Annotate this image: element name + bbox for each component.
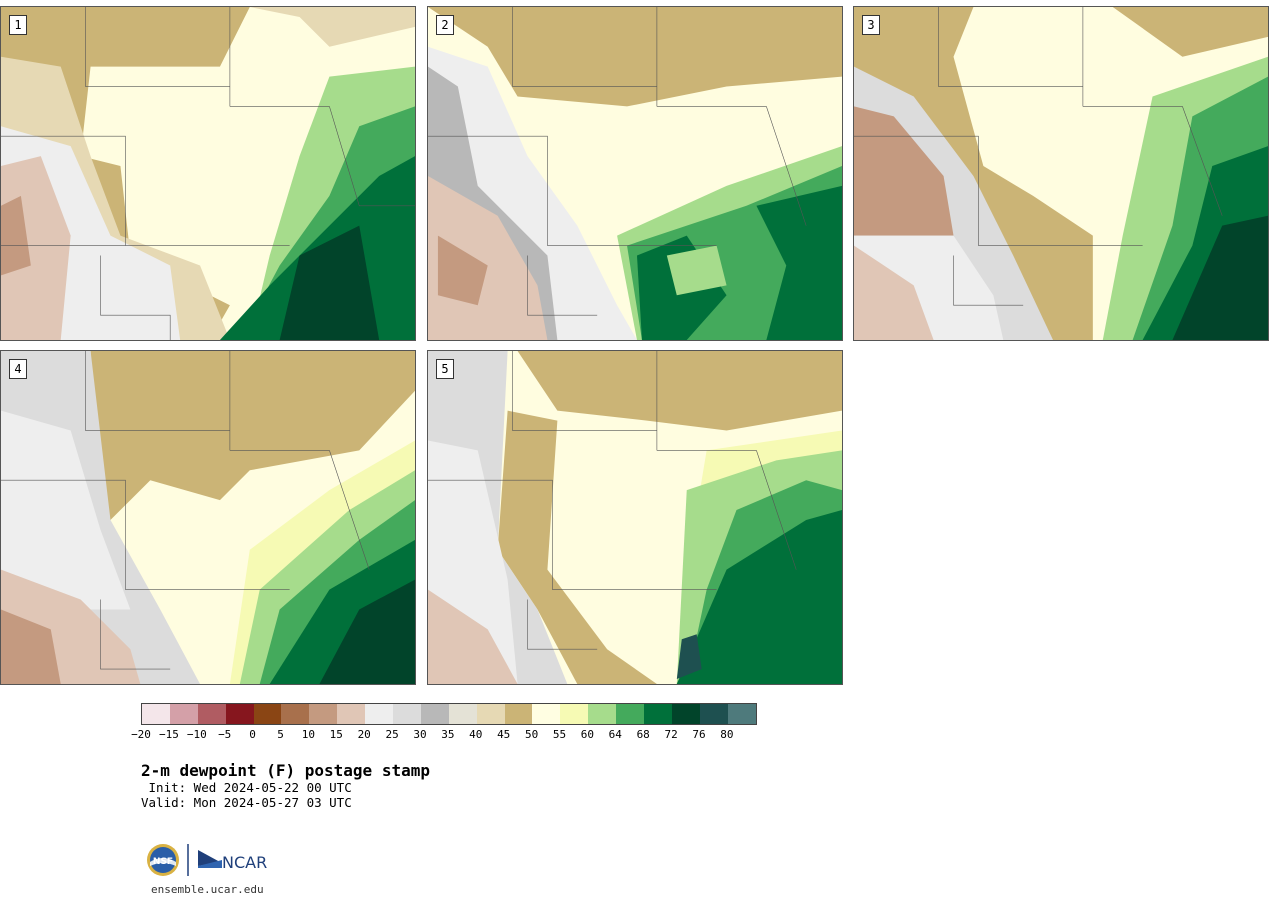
colorbar-swatch [281,704,310,724]
very-humid-region [676,510,842,684]
ncar-logo-text: NCAR [222,853,267,872]
very-humid-region [279,225,380,340]
very-humid-region [756,185,842,340]
colorbar-tick-label: −5 [218,728,232,741]
valid-time: Valid: Mon 2024-05-27 03 UTC [141,795,352,810]
colorbar-swatch [420,704,449,724]
colorbar-tick-label: 35 [441,728,455,741]
colorbar-swatch [476,704,505,724]
state-borders [1,351,370,670]
arid-region [1,195,31,276]
very-humid-region [1172,215,1268,340]
arid-region [854,106,954,236]
colorbar-tick-label: 5 [277,728,284,741]
colorbar-swatch [365,704,394,724]
colorbar-swatch [169,704,198,724]
colorbar-tick-labels: −20 −15 −10 −5 0 5 10 15 20 25 30 35 40 45 50 55 60 64 68 7… [131,728,761,742]
dry-region [428,7,842,107]
colorbar-tick-label: 40 [469,728,483,741]
colorbar-tick-label: 10 [301,728,316,741]
state-borders [1,7,415,340]
colorbar-tick-label: 60 [580,728,595,741]
colorbar [141,703,757,725]
colorbar-tick-label: 80 [720,728,734,741]
colorbar-tick-label: −15 [158,728,179,741]
colorbar-swatch [727,704,756,724]
panel-number-label: 2 [436,15,454,35]
very-humid-region [676,634,702,680]
panel-number-label: 4 [9,359,27,379]
colorbar-tick-label: 30 [413,728,427,741]
arid-region [437,235,488,306]
colorbar-tick-label: 55 [552,728,567,741]
colorbar-swatch [448,704,477,724]
nsf-logo-text: NSF [153,857,173,867]
dry-region [1,410,131,610]
arid-region [854,245,934,340]
colorbar-tick-label: 0 [249,728,256,741]
map-panel-3: 3 [853,6,1269,341]
colorbar-swatch [197,704,226,724]
state-borders [428,351,797,650]
map-panel-4: 4 [0,350,416,685]
colorbar-tick-label: 50 [524,728,539,741]
state-borders [428,7,807,316]
colorbar-tick-label: −10 [186,728,207,741]
colorbar-swatch [225,704,254,724]
colorbar-tick-label: 45 [497,728,511,741]
colorbar-tick-label: 25 [385,728,399,741]
dry-region [1112,7,1268,57]
colorbar-tick-label: 64 [608,728,622,741]
ncar-logo: NCAR [198,850,267,872]
colorbar-tick-label: 15 [329,728,343,741]
logos: NSF NCAR [147,844,267,876]
colorbar-tick-label: 72 [664,728,678,741]
dry-region [249,7,415,47]
colorbar-swatch [337,704,366,724]
colorbar-swatch [309,704,338,724]
panel-number-label: 5 [436,359,454,379]
colorbar-tick-label: 76 [692,728,706,741]
colorbar-swatch [699,704,728,724]
colorbar-swatch [504,704,533,724]
panel-number-label: 1 [9,15,27,35]
dewpoint-map-2 [428,7,842,340]
nsf-logo: NSF [147,844,179,876]
panel-number-label: 3 [862,15,880,35]
map-panel-5: 5 [427,350,843,685]
dry-region [497,410,657,684]
arid-region [428,589,518,684]
init-time: Init: Wed 2024-05-22 00 UTC [141,780,352,795]
colorbar-swatch [142,704,170,724]
colorbar-tick-label: −20 [131,728,151,741]
dewpoint-map-5 [428,351,842,684]
state-borders [854,7,1223,306]
very-humid-region [319,579,415,684]
chart-title: 2-m dewpoint (F) postage stamp [141,761,430,780]
colorbar-swatch [616,704,645,724]
dewpoint-map-3 [854,7,1268,340]
colorbar-swatch [671,704,700,724]
colorbar-swatch [588,704,617,724]
colorbar-swatch [532,704,561,724]
colorbar-swatch [560,704,589,724]
colorbar-swatch [253,704,282,724]
colorbar-tick-label: 68 [636,728,650,741]
colorbar-swatch [644,704,672,724]
arid-region [1,609,61,684]
website-url: ensemble.ucar.edu [151,883,264,896]
colorbar-swatch [393,704,421,724]
map-panel-1: 1 [0,6,416,341]
colorbar-tick-label: 20 [357,728,371,741]
map-panel-2: 2 [427,6,843,341]
humid-region [666,245,727,296]
dry-region [428,351,842,431]
dewpoint-map-4 [1,351,415,684]
dewpoint-map-1 [1,7,415,340]
